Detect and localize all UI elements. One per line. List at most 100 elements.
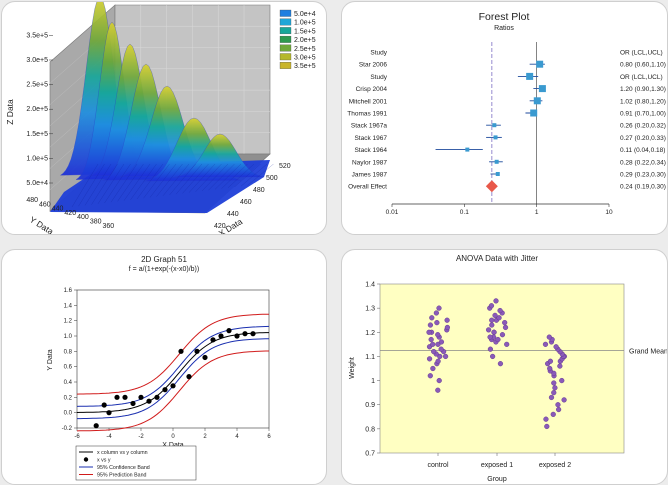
anova-plot-panel: ANOVA Data with Jitter 0.7 0.8 0.9 1 1.1 1.2 1.… <box>341 249 668 485</box>
data-point <box>154 394 160 400</box>
y-tick-label: 1.6 <box>64 288 73 294</box>
jitter-point <box>547 365 553 372</box>
jitter-point <box>543 416 549 422</box>
ci-label: 1.02 (0.80,1.20) <box>620 98 666 105</box>
y-tick-label: 1.1 <box>365 354 375 361</box>
surface-mesh-line <box>117 163 144 202</box>
legend-label: 2.0e+5 <box>294 37 316 44</box>
ci-label: 1.20 (0.90,1.30) <box>620 86 666 93</box>
jitter-point <box>551 390 557 396</box>
x-axis-label: X Data <box>162 442 184 449</box>
x-tick-label: 0.1 <box>460 209 469 216</box>
data-point <box>114 394 120 400</box>
legend-label: x column vs y column <box>97 450 148 456</box>
surface-mesh-line <box>240 163 268 187</box>
legend-label: x vs y <box>97 458 111 464</box>
jitter-point <box>502 320 508 326</box>
y-tick-label: 0.7 <box>365 451 375 458</box>
data-point <box>101 402 107 408</box>
legend-dot <box>83 457 89 462</box>
or-marker <box>530 109 538 117</box>
y-tick-label: 0.8 <box>365 426 375 433</box>
jitter-point <box>487 346 494 352</box>
jitter-point <box>502 324 509 331</box>
x-tick-label: 500 <box>266 175 278 182</box>
data-point <box>170 383 176 389</box>
legend-swatch <box>279 27 292 35</box>
jitter-point <box>551 370 557 376</box>
jitter-point <box>444 324 450 331</box>
or-marker <box>526 72 534 80</box>
study-label: Star 2006 <box>359 62 388 69</box>
x-tick-label: 520 <box>279 163 291 170</box>
surface-mesh-line <box>97 163 125 204</box>
y-tick-label: -0.2 <box>62 426 73 432</box>
surface-mesh-line <box>195 163 222 192</box>
legend-box <box>75 445 197 481</box>
jitter-point <box>490 353 496 360</box>
surface-mesh-line <box>175 163 203 195</box>
jitter-point <box>430 365 436 372</box>
prediction-band-lower <box>76 350 269 432</box>
jitter-point <box>499 332 506 338</box>
surface-mesh-line <box>104 163 131 204</box>
jitter-point <box>426 329 432 335</box>
x-tick-label: 0 <box>171 434 175 440</box>
jitter-point <box>438 339 445 345</box>
z-axis-label: Z Data <box>5 99 15 125</box>
jitter-point <box>435 387 441 393</box>
y-tick-label: 460 <box>39 201 51 208</box>
surface-mesh-line <box>227 163 255 188</box>
jitter-point <box>497 361 504 367</box>
fitted-curve <box>76 332 269 413</box>
study-label: Stack 1967 <box>354 135 387 142</box>
data-point <box>130 400 136 407</box>
jitter-point <box>429 315 435 321</box>
surface-mesh-line <box>78 163 105 207</box>
graph-subtitle: f = a/(1+exp(-(x-x0)/b)) <box>129 266 199 273</box>
legend-label: 95% Confidence Band <box>97 465 150 471</box>
data-point <box>194 348 200 354</box>
data-point <box>234 333 240 339</box>
jitter-point <box>488 303 495 309</box>
study-label: Thomas 1991 <box>347 111 387 118</box>
data-point <box>106 410 112 416</box>
or-marker <box>533 97 541 105</box>
y-tick-label: 0.0 <box>64 411 73 417</box>
or-marker <box>538 85 546 93</box>
ci-label: 0.80 (0.60,1.10) <box>620 62 666 69</box>
x-tick-label: 420 <box>214 223 226 230</box>
surface-mesh-line <box>91 163 118 205</box>
data-point <box>162 387 168 393</box>
jitter-point <box>504 341 510 347</box>
or-marker <box>465 147 470 152</box>
y-tick-label: 1.4 <box>64 303 73 309</box>
surface-mesh-line <box>234 163 261 188</box>
or-marker <box>493 135 498 140</box>
surface-plot-panel: 5.0e+4 1.0e+5 1.5e+5 2.0e+5 2.5e+5 3.0e+5 3.5e… <box>1 1 327 235</box>
jitter-point <box>426 356 433 362</box>
x-tick-label: 10 <box>605 209 613 216</box>
ci-label: 0.29 (0.23,0.30) <box>620 172 666 179</box>
surface-mesh-line <box>84 163 112 206</box>
study-label: Stack 1967a <box>351 123 388 130</box>
y-tick-label: 0.8 <box>64 349 73 355</box>
ci-label: 0.24 (0.19,0.30) <box>620 184 666 191</box>
jitter-point <box>430 341 436 347</box>
grand-mean-label: Grand Mean <box>629 348 667 355</box>
jitter-point <box>427 322 434 328</box>
jitter-point <box>492 312 498 318</box>
data-point <box>122 394 128 400</box>
surface-mesh-line <box>143 163 170 199</box>
legend-label: 2.5e+5 <box>294 46 316 53</box>
z-tick-label: 1.5e+5 <box>26 131 48 138</box>
y-tick-label: 1.2 <box>365 330 375 337</box>
study-label: Study <box>370 50 387 57</box>
category-label: exposed 1 <box>481 462 513 469</box>
ci-label: OR (LCL,UCL) <box>620 50 663 57</box>
jitter-point <box>551 380 557 386</box>
sigmoid-plot-panel: 2D Graph 51 f = a/(1+exp(-(x-x0)/b)) -0.2 0… <box>1 249 327 485</box>
y-tick-label: 0.9 <box>365 402 375 409</box>
study-label: Overall Effect <box>348 184 387 191</box>
surface-peak <box>173 133 264 178</box>
